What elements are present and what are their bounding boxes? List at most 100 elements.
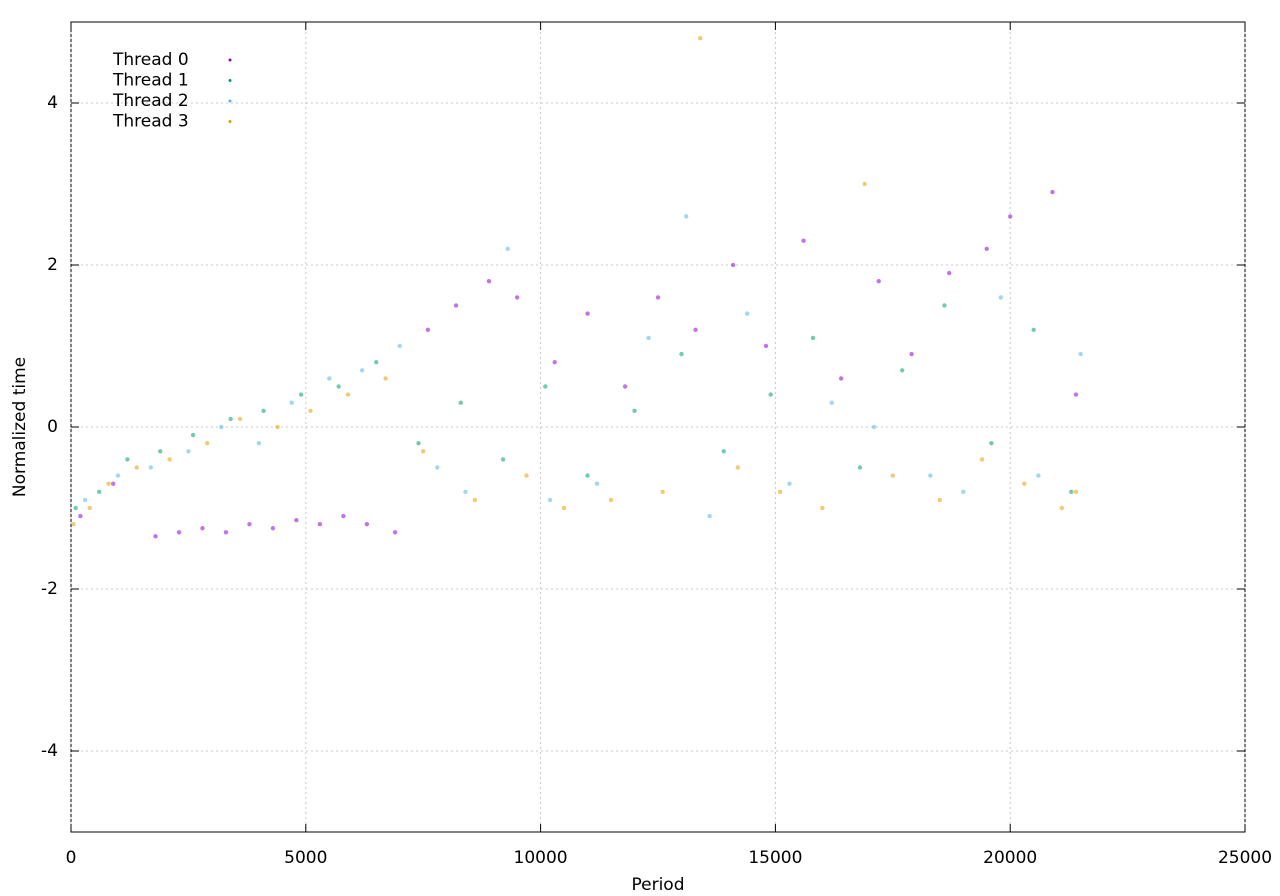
scatter-point <box>585 311 590 316</box>
scatter-point <box>683 214 689 219</box>
y-tick-label: -4 <box>41 741 58 761</box>
scatter-point <box>646 335 651 341</box>
scatter-point <box>801 238 806 243</box>
scatter-point <box>472 497 478 503</box>
scatter-point <box>552 360 557 365</box>
scatter-point <box>961 489 966 494</box>
scatter-point <box>622 384 628 389</box>
scatter-point <box>984 246 989 251</box>
scatter-point <box>1069 489 1074 494</box>
scatter-point <box>543 384 548 389</box>
scatter-point <box>500 457 506 462</box>
scatter-point <box>219 424 224 430</box>
x-tick-label: 15000 <box>748 848 802 868</box>
scatter-point <box>176 530 182 535</box>
legend-label: Thread 1 <box>112 71 189 91</box>
x-tick-label: 10000 <box>514 848 568 868</box>
scatter-point <box>115 473 121 478</box>
scatter-point <box>942 303 947 308</box>
scatter-point <box>237 416 243 422</box>
scatter-point <box>82 497 88 503</box>
scatter-point <box>71 522 76 527</box>
scatter-point <box>458 400 463 405</box>
scatter-point <box>505 246 510 251</box>
x-tick-label: 0 <box>66 848 77 868</box>
scatter-point <box>392 530 398 535</box>
scatter-point <box>1008 214 1013 219</box>
legend-marker <box>228 99 232 103</box>
scatter-point <box>632 408 637 413</box>
scatter-point <box>909 351 914 357</box>
scatter-point <box>186 449 191 454</box>
scatter-point <box>289 400 294 405</box>
scatter-point <box>1031 327 1036 332</box>
scatter-point <box>223 530 229 535</box>
scatter-point <box>768 392 773 397</box>
x-tick-label: 20000 <box>983 848 1037 868</box>
scatter-point <box>787 481 792 486</box>
scatter-point <box>190 432 196 438</box>
scatter-point <box>1073 392 1079 397</box>
scatter-point <box>87 505 92 511</box>
scatter-point <box>735 465 741 470</box>
scatter-point <box>928 473 933 478</box>
scatter-point <box>1073 489 1079 494</box>
scatter-point <box>167 457 172 462</box>
scatter-point <box>425 327 431 332</box>
y-tick-label: -2 <box>41 579 58 599</box>
legend-marker <box>228 79 232 82</box>
scatter-point <box>1022 481 1027 486</box>
scatter-point <box>486 279 492 284</box>
scatter-point <box>453 303 459 308</box>
scatter-point <box>78 513 83 519</box>
scatter-point <box>200 526 205 531</box>
scatter-point <box>308 408 313 413</box>
scatter-point <box>829 400 834 405</box>
scatter-point <box>547 497 553 503</box>
x-axis-title: Period <box>631 875 684 895</box>
scatter-point <box>594 481 600 486</box>
scatter-point <box>721 449 726 454</box>
scatter-point <box>1059 505 1065 511</box>
legend-marker <box>228 58 232 62</box>
scatter-point <box>655 295 661 300</box>
x-tick-label: 25000 <box>1218 848 1272 868</box>
scatter-point <box>899 368 905 373</box>
scatter-point <box>745 311 750 316</box>
scatter-point <box>1036 473 1041 478</box>
scatter-point <box>435 465 440 470</box>
y-tick-label: 2 <box>47 255 58 275</box>
scatter-point <box>106 481 111 486</box>
scatter-point <box>679 351 684 357</box>
x-tick-label: 5000 <box>284 848 327 868</box>
scatter-point <box>810 335 816 341</box>
scatter-point <box>838 376 844 381</box>
scatter-point <box>327 376 332 381</box>
scatter-point <box>153 534 158 539</box>
scatter-point <box>561 505 567 511</box>
scatter-point <box>397 343 402 349</box>
scatter-point <box>261 408 266 413</box>
scatter-point <box>857 465 863 470</box>
scatter-point <box>73 505 78 511</box>
y-tick-label: 0 <box>47 417 58 437</box>
legend-label: Thread 3 <box>112 112 189 132</box>
scatter-point <box>125 457 130 462</box>
scatter-point <box>693 327 698 332</box>
scatter-point <box>275 424 280 430</box>
scatter-point <box>96 489 102 494</box>
scatter-point <box>946 270 952 276</box>
scatter-point <box>374 360 379 365</box>
scatter-point <box>979 457 985 462</box>
scatter-point <box>294 517 299 523</box>
scatter-point <box>336 384 341 389</box>
scatter-point <box>111 481 116 486</box>
scatter-point <box>256 441 262 446</box>
scatter-point <box>698 36 703 41</box>
scatter-point <box>1078 351 1083 357</box>
scatter-point <box>890 473 895 478</box>
y-tick-label: 4 <box>47 93 58 113</box>
scatter-point <box>862 181 867 187</box>
scatter-point <box>270 526 276 531</box>
